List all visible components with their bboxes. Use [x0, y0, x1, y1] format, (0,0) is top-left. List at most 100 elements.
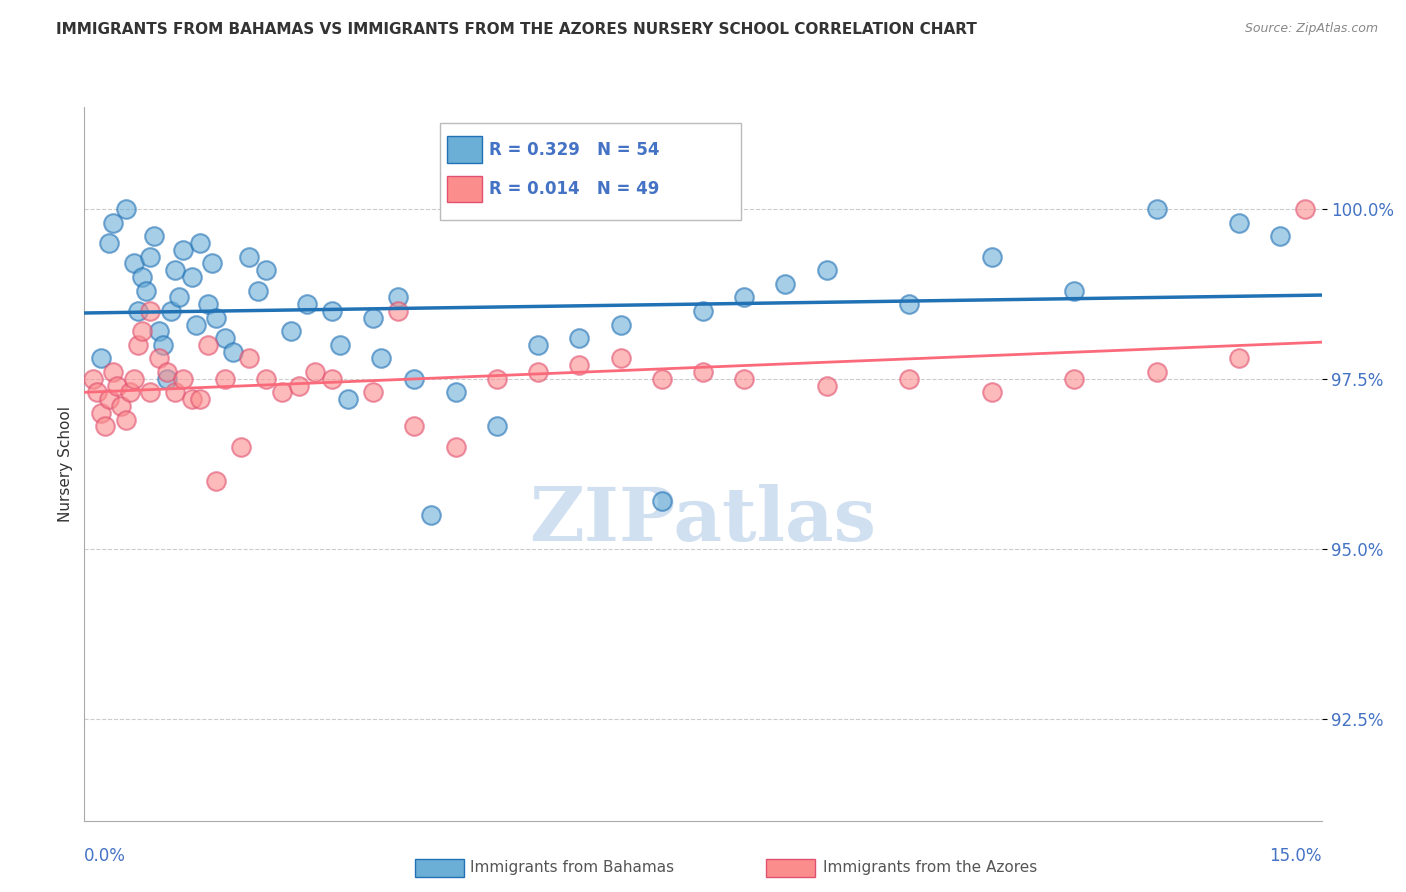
Point	[1227, 216, 1250, 230]
Point	[980, 385, 1002, 400]
Point	[485, 372, 508, 386]
Point	[387, 304, 409, 318]
Point	[180, 269, 202, 284]
Point	[229, 440, 252, 454]
Point	[692, 304, 714, 318]
Point	[568, 359, 591, 373]
Point	[135, 284, 157, 298]
Point	[165, 263, 187, 277]
Y-axis label: Nursery School: Nursery School	[58, 406, 73, 522]
Point	[98, 392, 121, 407]
Point	[1146, 202, 1168, 216]
Point	[94, 419, 117, 434]
Point	[184, 318, 207, 332]
Point	[329, 338, 352, 352]
Point	[197, 297, 219, 311]
Point	[271, 385, 294, 400]
Point	[288, 378, 311, 392]
Point	[295, 297, 318, 311]
Point	[651, 372, 673, 386]
Point	[98, 235, 121, 250]
Point	[143, 229, 166, 244]
Text: Immigrants from the Azores: Immigrants from the Azores	[823, 861, 1036, 875]
Point	[110, 399, 132, 413]
Point	[1294, 202, 1316, 216]
Point	[419, 508, 441, 522]
Point	[214, 331, 236, 345]
Point	[1270, 229, 1292, 244]
Point	[651, 494, 673, 508]
Point	[304, 365, 326, 379]
Point	[321, 372, 343, 386]
Point	[361, 385, 384, 400]
Point	[404, 419, 426, 434]
Point	[201, 256, 224, 270]
Point	[156, 365, 179, 379]
Point	[321, 304, 343, 318]
Point	[980, 250, 1002, 264]
Point	[370, 351, 392, 366]
Point	[127, 338, 149, 352]
Point	[197, 338, 219, 352]
Point	[188, 235, 211, 250]
Text: R = 0.329   N = 54: R = 0.329 N = 54	[489, 141, 659, 159]
Point	[114, 412, 136, 426]
Point	[131, 269, 153, 284]
Text: ZIPatlas: ZIPatlas	[530, 484, 876, 558]
Point	[1063, 284, 1085, 298]
Point	[238, 351, 260, 366]
Point	[172, 372, 194, 386]
Point	[280, 324, 302, 338]
Point	[238, 250, 260, 264]
Point	[1227, 351, 1250, 366]
Text: Immigrants from Bahamas: Immigrants from Bahamas	[470, 861, 673, 875]
Point	[1063, 372, 1085, 386]
Text: IMMIGRANTS FROM BAHAMAS VS IMMIGRANTS FROM THE AZORES NURSERY SCHOOL CORRELATION: IMMIGRANTS FROM BAHAMAS VS IMMIGRANTS FR…	[56, 22, 977, 37]
Point	[404, 372, 426, 386]
Point	[131, 324, 153, 338]
Point	[122, 256, 145, 270]
Point	[139, 304, 162, 318]
Point	[361, 310, 384, 325]
Point	[733, 372, 755, 386]
Point	[815, 263, 838, 277]
Point	[156, 372, 179, 386]
Point	[214, 372, 236, 386]
Point	[898, 372, 921, 386]
Point	[180, 392, 202, 407]
Point	[1146, 365, 1168, 379]
Point	[127, 304, 149, 318]
Point	[775, 277, 797, 291]
Point	[148, 324, 170, 338]
Point	[246, 284, 269, 298]
Point	[222, 344, 245, 359]
Point	[82, 372, 104, 386]
Point	[114, 202, 136, 216]
Point	[90, 406, 112, 420]
Text: 15.0%: 15.0%	[1270, 847, 1322, 865]
Point	[172, 243, 194, 257]
Point	[609, 318, 631, 332]
Point	[139, 385, 162, 400]
Point	[444, 385, 467, 400]
Point	[387, 290, 409, 304]
Point	[815, 378, 838, 392]
Point	[254, 263, 277, 277]
Text: R = 0.014   N = 49: R = 0.014 N = 49	[489, 180, 659, 198]
Point	[90, 351, 112, 366]
Point	[165, 385, 187, 400]
Point	[122, 372, 145, 386]
Point	[152, 338, 174, 352]
Point	[205, 474, 228, 488]
Point	[188, 392, 211, 407]
Point	[118, 385, 141, 400]
Point	[167, 290, 190, 304]
Point	[527, 338, 550, 352]
Point	[568, 331, 591, 345]
Point	[105, 378, 128, 392]
Point	[527, 365, 550, 379]
Point	[160, 304, 183, 318]
Point	[485, 419, 508, 434]
Point	[609, 351, 631, 366]
Point	[254, 372, 277, 386]
